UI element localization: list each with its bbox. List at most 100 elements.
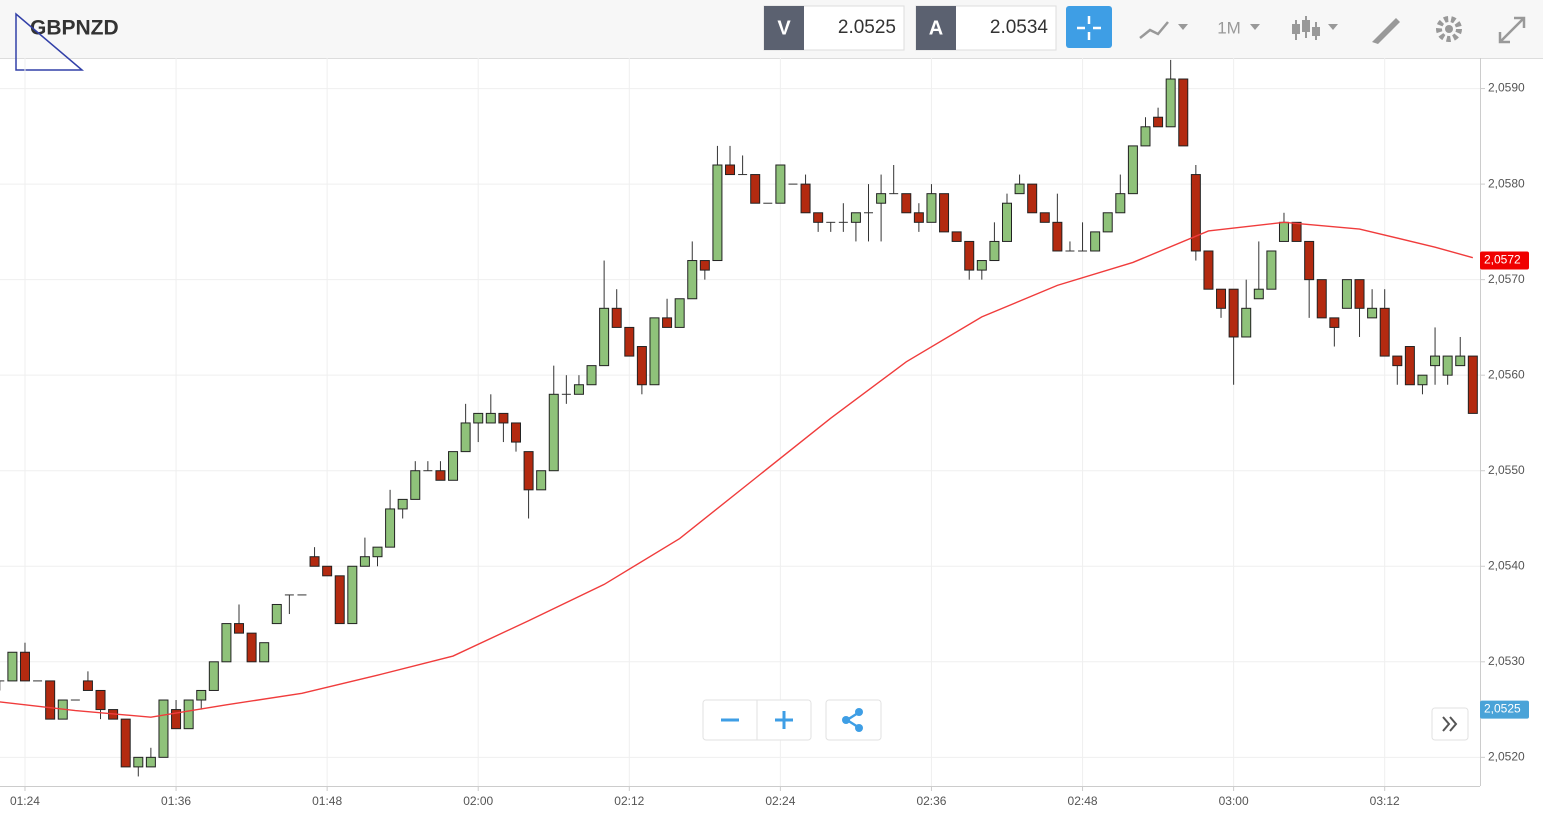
- candle-body: [951, 231, 962, 242]
- candle-body: [536, 470, 547, 491]
- x-tick-label: 02:12: [614, 794, 644, 808]
- candle-body: [208, 661, 219, 691]
- candle-body: [989, 240, 1000, 262]
- candle-body: [611, 307, 622, 328]
- candle-body: [1417, 374, 1428, 386]
- share-dot: [855, 724, 863, 732]
- candle-body: [1241, 307, 1252, 338]
- y-tick-label: 2,0590: [1488, 81, 1525, 95]
- x-tick-label: 01:24: [10, 794, 40, 808]
- candle-body: [372, 546, 383, 558]
- settings-icon-center: [1445, 25, 1453, 33]
- candle-body: [1216, 288, 1227, 309]
- crosshair-button[interactable]: [1066, 6, 1112, 48]
- draw-tool-icon[interactable]: [1372, 18, 1400, 44]
- marks: [0, 59, 1478, 777]
- candle-body: [1014, 183, 1025, 195]
- x-tick-label: 02:36: [916, 794, 946, 808]
- settings-icon[interactable]: [1436, 16, 1462, 42]
- x-tick-label: 01:36: [161, 794, 191, 808]
- candle-body: [145, 756, 156, 768]
- candle-body: [876, 193, 887, 204]
- candles-icon-body: [1302, 20, 1310, 32]
- candle-body: [334, 575, 345, 625]
- share-dot: [855, 708, 863, 716]
- bid-label: V: [777, 17, 791, 39]
- moving-average: [0, 221, 1474, 718]
- ask-price: 2.0534: [990, 17, 1049, 38]
- candle-body: [649, 317, 660, 386]
- y-tick-label: 2,0550: [1488, 463, 1525, 477]
- y-tick-label: 2,0560: [1488, 367, 1525, 381]
- candle-body: [7, 651, 18, 682]
- candle-body: [95, 689, 106, 711]
- price-tag: [1480, 251, 1529, 270]
- candle-body: [976, 260, 987, 271]
- price-tag-label: 2,0572: [1484, 253, 1521, 267]
- candle-body: [1379, 307, 1390, 357]
- drawing-triangle: [15, 12, 85, 71]
- candle-body: [448, 451, 459, 481]
- chart-type-icon[interactable]: [1139, 21, 1169, 39]
- candle-body: [1455, 355, 1466, 367]
- candle-body: [1404, 346, 1415, 386]
- candle-body: [674, 298, 685, 328]
- candle-body: [775, 164, 786, 204]
- x-tick-label: 02:48: [1068, 794, 1098, 808]
- x-tick-label: 03:00: [1219, 794, 1249, 808]
- candle-body: [1153, 116, 1164, 128]
- candle-body: [221, 623, 232, 663]
- dropdown-carets: [1178, 24, 1338, 30]
- candle-body: [1115, 193, 1126, 214]
- candle-body: [171, 709, 182, 730]
- candle-body: [1052, 221, 1063, 252]
- candle-body: [725, 164, 736, 176]
- candle-body: [1266, 250, 1277, 290]
- candles-icon-body: [1292, 24, 1300, 34]
- candle-body: [586, 365, 597, 386]
- candle-body: [850, 212, 861, 223]
- candle-body: [1392, 355, 1403, 367]
- candle-body: [1341, 279, 1352, 309]
- zoom-controls: [702, 699, 1469, 741]
- candle-body: [1430, 355, 1441, 367]
- candle-body: [964, 240, 975, 271]
- candle-body: [1442, 355, 1453, 376]
- fullscreen-icon[interactable]: [1498, 16, 1526, 44]
- symbol: GBPNZD: [30, 17, 119, 40]
- candle-body: [1027, 183, 1038, 214]
- candle-body: [1140, 126, 1151, 147]
- share-dot: [842, 716, 850, 724]
- price-tag-label: 2,0525: [1484, 702, 1521, 716]
- candle-body: [1354, 279, 1365, 309]
- candle-body: [913, 212, 924, 223]
- zoom-in[interactable]: [775, 711, 793, 729]
- candle-body: [259, 642, 270, 663]
- candle-body: [573, 384, 584, 395]
- bid-badge: [764, 6, 804, 50]
- x-tick-label: 02:00: [463, 794, 493, 808]
- x-tick-label: 02:24: [765, 794, 795, 808]
- candle-body: [271, 603, 282, 625]
- candle-body: [523, 451, 534, 491]
- candle-body: [1002, 202, 1012, 242]
- x-tick-label: 01:48: [312, 794, 342, 808]
- candle-body: [548, 393, 559, 472]
- candle-body: [410, 470, 421, 500]
- candle-body: [599, 307, 610, 367]
- candle-body: [133, 756, 144, 768]
- candle-body: [939, 193, 950, 233]
- candle-body: [800, 183, 811, 214]
- candle-body: [813, 212, 824, 223]
- y-tick-label: 2,0570: [1488, 272, 1525, 286]
- bid-price: 2.0525: [838, 17, 896, 38]
- candle-body: [1039, 212, 1050, 223]
- candle-body: [397, 498, 408, 510]
- candle-body: [1102, 212, 1113, 233]
- y-tick-label: 2,0540: [1488, 558, 1525, 572]
- candle-body: [347, 565, 358, 625]
- candle-body: [435, 470, 446, 481]
- period-button[interactable]: 1M: [1217, 18, 1241, 37]
- candle-body: [712, 164, 723, 262]
